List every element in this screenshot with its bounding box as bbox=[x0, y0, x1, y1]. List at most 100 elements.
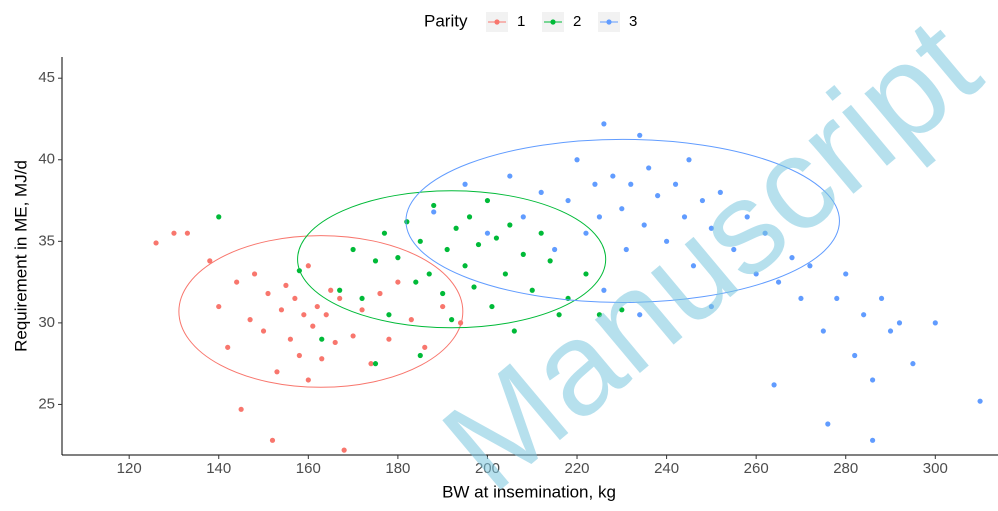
point bbox=[798, 295, 804, 302]
point bbox=[413, 279, 419, 285]
x-tick-label: 260 bbox=[744, 460, 769, 477]
point bbox=[431, 209, 437, 215]
point bbox=[825, 421, 831, 427]
point bbox=[583, 230, 589, 236]
legend-label: 2 bbox=[573, 13, 581, 30]
point bbox=[717, 189, 723, 195]
point bbox=[440, 303, 446, 310]
y-tick-label: 40 bbox=[38, 151, 55, 168]
point bbox=[301, 312, 307, 318]
point bbox=[305, 377, 311, 383]
point bbox=[820, 328, 826, 334]
point bbox=[520, 251, 526, 257]
point bbox=[350, 246, 356, 253]
point bbox=[507, 222, 513, 228]
point bbox=[672, 181, 679, 187]
point bbox=[507, 173, 513, 179]
point bbox=[247, 317, 253, 323]
point bbox=[381, 230, 388, 236]
point bbox=[238, 406, 244, 412]
point bbox=[386, 336, 392, 342]
point bbox=[296, 352, 302, 359]
x-tick-label: 120 bbox=[117, 460, 142, 477]
point bbox=[319, 336, 325, 342]
point bbox=[637, 132, 643, 138]
point bbox=[601, 287, 607, 293]
point bbox=[466, 214, 473, 220]
point bbox=[417, 352, 423, 359]
point bbox=[408, 317, 414, 323]
legend-title: Parity bbox=[424, 11, 468, 30]
watermark: Manuscript bbox=[416, 0, 998, 511]
point bbox=[216, 214, 222, 220]
point bbox=[493, 235, 500, 241]
x-tick-label: 180 bbox=[385, 460, 410, 477]
x-tick-label: 200 bbox=[475, 460, 500, 477]
point bbox=[462, 263, 468, 269]
point bbox=[426, 271, 432, 277]
point bbox=[663, 238, 670, 244]
legend-key-point bbox=[550, 19, 556, 25]
point bbox=[843, 271, 849, 277]
point bbox=[337, 287, 343, 293]
point bbox=[395, 279, 401, 285]
point bbox=[708, 225, 714, 231]
point bbox=[887, 328, 894, 334]
point bbox=[623, 246, 629, 253]
point bbox=[444, 246, 450, 253]
x-tick-label: 140 bbox=[206, 460, 231, 477]
point bbox=[287, 336, 294, 342]
point bbox=[502, 271, 508, 277]
point bbox=[807, 263, 813, 269]
point bbox=[234, 279, 240, 285]
legend-label: 3 bbox=[629, 13, 637, 30]
point bbox=[386, 312, 392, 318]
point bbox=[547, 258, 553, 264]
point bbox=[328, 287, 334, 293]
point bbox=[359, 295, 365, 302]
point bbox=[377, 290, 383, 297]
point bbox=[910, 361, 916, 367]
x-tick-label: 160 bbox=[296, 460, 321, 477]
x-tick-label: 280 bbox=[833, 460, 858, 477]
point bbox=[596, 214, 603, 220]
point bbox=[337, 295, 343, 302]
point bbox=[574, 157, 580, 163]
point bbox=[744, 214, 750, 220]
point bbox=[417, 238, 423, 244]
point bbox=[870, 437, 876, 443]
y-axis-title: Requirement in ME, MJ/d bbox=[11, 160, 30, 352]
point bbox=[852, 352, 858, 359]
point bbox=[319, 356, 325, 362]
point bbox=[453, 225, 459, 231]
point bbox=[471, 284, 477, 290]
point bbox=[207, 258, 213, 264]
point bbox=[372, 258, 379, 264]
x-tick-label: 220 bbox=[565, 460, 590, 477]
point bbox=[462, 181, 468, 187]
point bbox=[977, 398, 983, 404]
point bbox=[637, 312, 643, 318]
point bbox=[878, 295, 885, 302]
point bbox=[431, 202, 437, 209]
point bbox=[896, 320, 903, 326]
point bbox=[310, 323, 316, 329]
point bbox=[655, 193, 661, 199]
point bbox=[753, 271, 759, 277]
legend-key-point bbox=[606, 19, 612, 25]
x-tick-label: 300 bbox=[923, 460, 948, 477]
point bbox=[372, 361, 379, 367]
point bbox=[484, 197, 491, 204]
point bbox=[171, 230, 177, 236]
point bbox=[628, 181, 634, 187]
point bbox=[699, 197, 706, 204]
point bbox=[368, 361, 374, 367]
point bbox=[274, 369, 280, 375]
point bbox=[610, 173, 616, 179]
x-axis-title: BW at insemination, kg bbox=[442, 482, 616, 501]
point bbox=[449, 317, 455, 323]
point bbox=[475, 241, 482, 248]
point bbox=[601, 121, 607, 127]
point bbox=[681, 214, 688, 220]
